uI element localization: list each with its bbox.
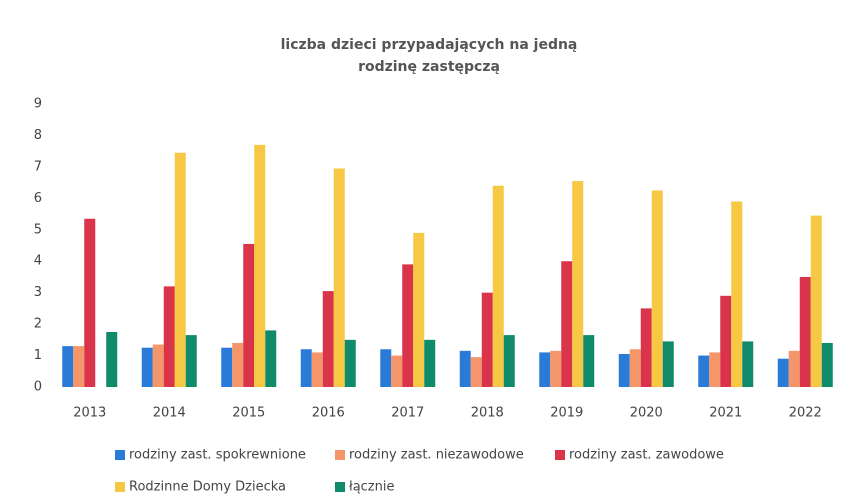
- bar: [788, 350, 800, 387]
- bar: [662, 341, 674, 387]
- legend-swatch: [115, 482, 125, 492]
- bar: [62, 346, 74, 387]
- bar: [333, 168, 345, 387]
- x-tick-label: 2018: [471, 406, 504, 421]
- x-tick-label: 2016: [312, 406, 345, 421]
- x-tick-label: 2015: [232, 406, 265, 421]
- bar: [311, 352, 323, 387]
- bar: [651, 190, 663, 387]
- y-tick-label: 7: [34, 159, 42, 174]
- legend-swatch: [555, 450, 565, 460]
- y-tick-label: 1: [34, 348, 42, 363]
- legend-label: rodziny zast. spokrewnione: [129, 448, 306, 463]
- bar: [572, 181, 584, 387]
- bar: [618, 353, 630, 387]
- x-tick-label: 2020: [630, 406, 663, 421]
- x-tick-label: 2017: [391, 406, 424, 421]
- legend-label: rodziny zast. zawodowe: [569, 448, 724, 463]
- bar: [629, 349, 641, 387]
- bar: [810, 215, 822, 387]
- x-tick-label: 2021: [709, 406, 742, 421]
- bar: [221, 347, 233, 387]
- bar: [344, 339, 356, 387]
- x-tick-label: 2014: [153, 406, 186, 421]
- bar: [322, 291, 334, 387]
- legend-swatch: [335, 482, 345, 492]
- x-tick-label: 2013: [73, 406, 106, 421]
- y-tick-label: 6: [34, 191, 42, 206]
- y-tick-label: 4: [34, 254, 42, 269]
- legend-swatch: [115, 450, 125, 460]
- x-tick-label: 2022: [789, 406, 822, 421]
- bar: [424, 339, 436, 387]
- bar: [380, 349, 392, 387]
- bar: [300, 349, 312, 387]
- legend-label: łącznie: [349, 480, 394, 495]
- bar: [821, 342, 833, 387]
- bar: [232, 342, 244, 387]
- bar: [799, 276, 811, 387]
- y-tick-label: 9: [34, 97, 42, 112]
- bar: [413, 232, 425, 387]
- bar: [391, 355, 403, 387]
- bar: [152, 344, 164, 387]
- bar: [141, 347, 153, 387]
- bar: [698, 355, 710, 387]
- bar: [163, 286, 175, 387]
- bar: [777, 358, 789, 387]
- bar: [265, 330, 277, 387]
- bar: [503, 335, 515, 387]
- chart-title: liczba dzieci przypadających na jedną ro…: [280, 37, 578, 75]
- bar: [561, 261, 573, 387]
- bar: [243, 243, 255, 387]
- bar: [731, 201, 743, 387]
- y-tick-label: 5: [34, 222, 42, 237]
- bar: [720, 295, 732, 387]
- bar: [73, 346, 85, 387]
- legend-label: rodziny zast. niezawodowe: [349, 448, 524, 463]
- bar: [84, 218, 96, 387]
- bar: [254, 144, 266, 387]
- legend-label: Rodzinne Domy Dziecka: [129, 480, 286, 495]
- bar: [640, 308, 652, 387]
- bar: [709, 352, 721, 387]
- bar: [174, 152, 186, 387]
- bar: [481, 292, 493, 387]
- bar: [106, 331, 118, 387]
- bar: [470, 357, 482, 387]
- x-tick-label: 2019: [550, 406, 583, 421]
- bar: [539, 352, 551, 387]
- bar: [583, 335, 595, 387]
- y-tick-label: 3: [34, 285, 42, 300]
- bar: [402, 264, 414, 387]
- bar: [550, 350, 562, 387]
- y-tick-label: 8: [34, 128, 42, 143]
- y-tick-label: 2: [34, 317, 42, 332]
- y-tick-label: 0: [34, 380, 42, 395]
- legend-swatch: [335, 450, 345, 460]
- bar: [185, 335, 197, 387]
- bar: [459, 350, 471, 387]
- bar: [492, 185, 504, 387]
- bar: [742, 341, 754, 387]
